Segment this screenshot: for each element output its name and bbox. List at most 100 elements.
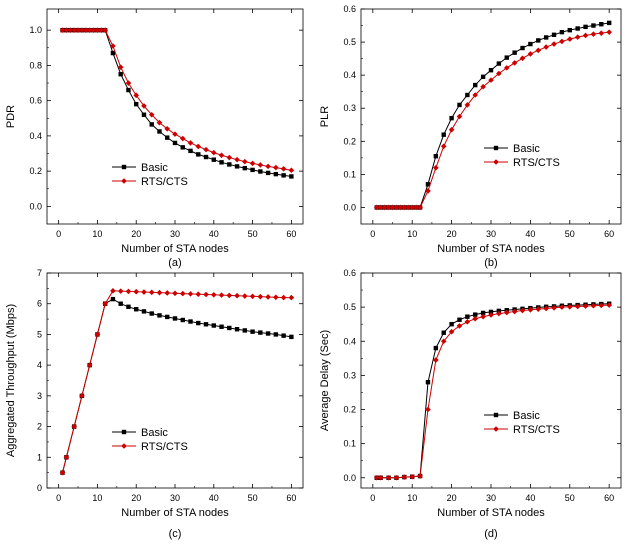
series-line [376,303,610,479]
data-point-diamond [385,204,392,211]
x-tick-label: 40 [525,229,535,239]
data-point-diamond [559,38,565,45]
y-tick-label: 0.0 [343,473,356,483]
y-tick-label: 0.2 [29,166,42,176]
subplot-label: (b) [484,257,497,269]
y-tick-label: 0.4 [343,336,356,346]
data-point-diamond [480,83,486,90]
data-point-diamond [125,80,132,86]
data-point-diamond [519,55,526,62]
data-point-diamond [377,204,384,211]
x-tick-label: 60 [604,493,614,503]
data-point-diamond [393,474,400,481]
data-point-square [441,330,446,335]
y-tick-label: 0.2 [343,405,356,415]
x-tick-label: 0 [370,229,375,239]
y-tick-label: 5 [37,329,42,339]
y-axis-label: PDR [5,105,17,128]
data-point-diamond [488,312,494,318]
data-point-diamond [273,294,279,301]
y-tick-label: 0.8 [29,60,42,70]
data-point-diamond [117,288,124,294]
data-point-diamond [117,64,124,70]
data-point-diamond [234,156,240,163]
data-point-diamond [242,158,248,165]
legend-marker-square [121,164,127,170]
data-point-square [227,325,232,331]
data-point-square [110,50,116,56]
data-point-square [273,332,279,337]
data-point-diamond [433,164,439,171]
x-axis-label: Number of STA nodes [437,243,545,255]
y-tick-label: 0.3 [343,103,356,113]
data-point-diamond [425,188,431,194]
data-point-square [227,162,232,167]
data-point-diamond [71,27,77,33]
data-point-diamond [551,305,557,311]
y-tick-label: 1 [37,452,42,462]
x-tick-label: 0 [56,493,61,503]
y-tick-label: 0.4 [343,70,356,80]
data-point-diamond [448,126,455,133]
y-tick-label: 1.0 [29,25,42,35]
data-point-square [234,164,240,169]
data-point-diamond [102,27,108,33]
data-point-diamond [94,27,101,33]
data-point-square [512,50,517,55]
data-point-square [141,112,147,117]
legend: Basic RTS/CTS [112,427,188,453]
x-tick-label: 60 [604,229,614,239]
data-point-square [172,316,178,321]
y-tick-label: 0.0 [29,201,42,211]
data-point-diamond [172,131,178,137]
data-point-square [520,45,525,51]
data-point-diamond [265,294,271,300]
data-point-diamond [59,469,66,476]
x-axis-label: Number of STA nodes [121,243,229,255]
data-point-square [258,330,263,335]
legend-label: Basic [513,143,540,155]
legend: Basic RTS/CTS [484,410,560,436]
data-point-square [289,174,294,179]
legend-marker-diamond [493,426,499,432]
series-line [376,22,610,208]
data-point-diamond [464,319,471,325]
data-point-diamond [590,302,597,309]
y-axis-label: PLR [319,106,331,127]
x-tick-label: 50 [248,493,258,503]
data-point-diamond [210,292,217,298]
data-point-diamond [381,204,388,211]
y-tick-label: 3 [37,391,42,401]
data-point-square [425,380,431,385]
data-point-diamond [409,473,416,480]
data-point-square [203,154,209,160]
data-point-diamond [79,27,85,33]
data-point-square [118,72,123,77]
data-point-diamond [405,204,412,211]
data-point-diamond [195,291,202,297]
plot-frame [46,8,304,225]
data-point-square [528,41,533,47]
series-rts-cts [373,29,612,211]
y-tick-label: 0.0 [343,202,356,212]
data-point-diamond [257,293,264,300]
data-point-diamond [164,290,171,296]
legend-marker-square [493,412,499,418]
data-point-diamond [480,313,486,320]
legend-label: Basic [513,410,540,422]
x-tick-label: 10 [407,493,417,503]
data-point-diamond [148,111,155,118]
y-tick-label: 6 [37,299,42,309]
legend: Basic RTS/CTS [484,143,560,169]
y-axis-label: Aggregated Throughput (Mbps) [5,304,17,457]
chart-panel-3: 0 10 20 30 40 50 60 0 1 2 3 4 5 6 7 Number of STA nodes… [5,268,304,540]
legend-label: Basic [141,162,168,174]
data-point-square [219,160,224,165]
legend-marker-square [121,429,127,435]
y-tick-label: 0.6 [343,4,356,14]
x-axis-label: Number of STA nodes [121,507,229,519]
x-tick-label: 30 [170,229,180,239]
data-point-diamond [133,92,140,99]
subplot-label: (c) [169,528,182,540]
